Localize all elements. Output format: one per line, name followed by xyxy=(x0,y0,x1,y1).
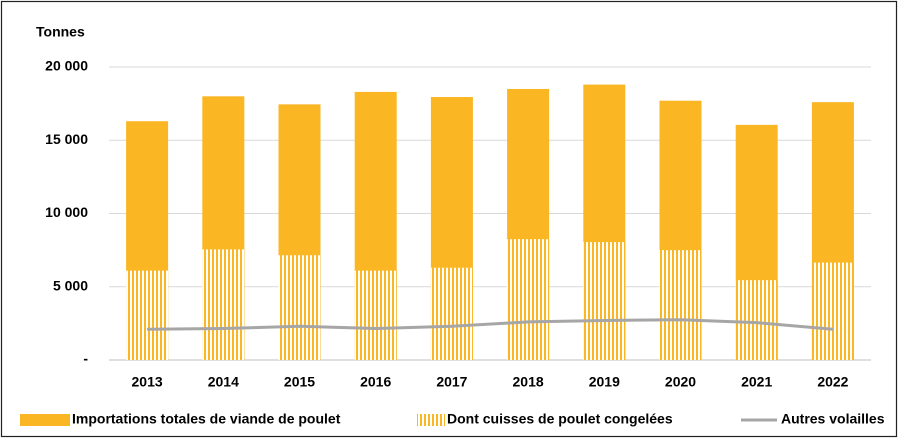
y-tick-label: 10 000 xyxy=(45,204,88,220)
x-tick-label: 2022 xyxy=(817,374,848,390)
y-axis-label: Tonnes xyxy=(36,24,85,40)
bar xyxy=(735,280,778,360)
legend-label: Importations totales de viande de poulet xyxy=(72,411,341,427)
x-tick-label: 2015 xyxy=(284,374,315,390)
legend-swatch xyxy=(417,414,445,426)
x-tick-label: 2019 xyxy=(589,374,620,390)
x-tick-label: 2021 xyxy=(741,374,772,390)
y-tick-label: 15 000 xyxy=(45,131,88,147)
bar xyxy=(507,239,550,360)
x-tick-label: 2020 xyxy=(665,374,696,390)
x-tick-label: 2014 xyxy=(208,374,239,390)
bar xyxy=(354,270,397,360)
x-tick-label: 2018 xyxy=(513,374,544,390)
bar xyxy=(126,270,169,360)
y-tick-label: 5 000 xyxy=(53,277,88,293)
bar xyxy=(278,255,321,360)
x-tick-label: 2017 xyxy=(436,374,467,390)
bar xyxy=(811,262,854,360)
bar xyxy=(430,267,473,360)
legend-label: Autres volailles xyxy=(781,411,885,427)
legend-label: Dont cuisses de poulet congelées xyxy=(447,411,673,427)
line xyxy=(147,318,834,331)
y-tick-label: 20 000 xyxy=(45,58,88,74)
legend-swatch xyxy=(20,414,70,426)
y-tick-label: - xyxy=(83,351,88,367)
bar xyxy=(583,242,626,360)
x-tick-label: 2013 xyxy=(132,374,163,390)
bar xyxy=(659,250,702,360)
x-tick-label: 2016 xyxy=(360,374,391,390)
bar xyxy=(202,249,245,360)
